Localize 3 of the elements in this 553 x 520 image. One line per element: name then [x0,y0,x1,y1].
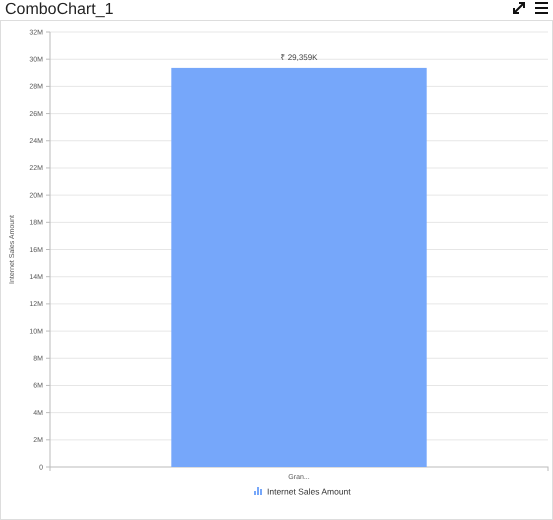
chart-title: ComboChart_1 [5,1,114,18]
legend-label: Internet Sales Amount [267,486,352,496]
data-label: ₹ 29,359K [280,52,318,62]
